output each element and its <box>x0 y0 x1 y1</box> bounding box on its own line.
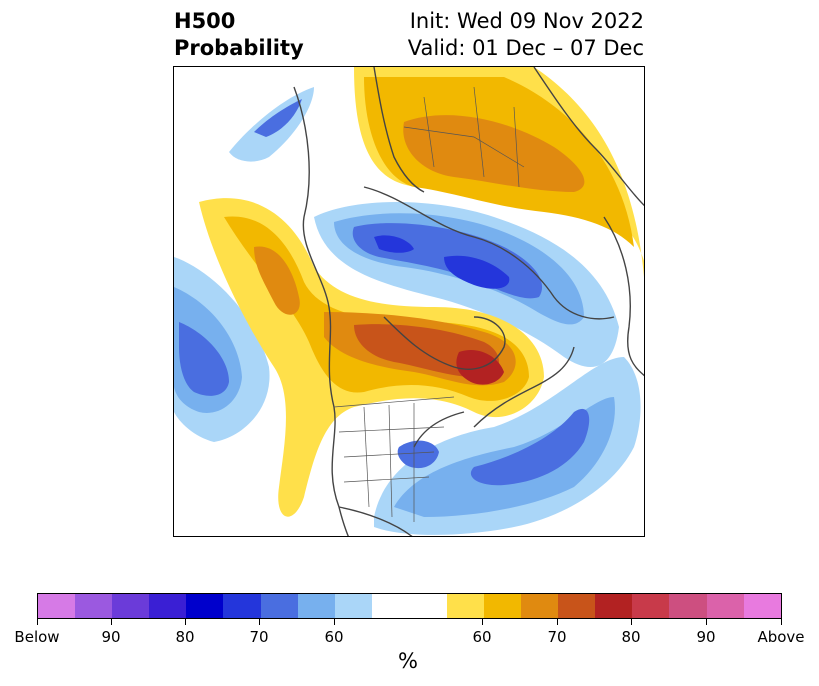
below-region-pacific-core <box>179 322 229 396</box>
colorbar-tick-label: Above <box>757 628 805 646</box>
title-valid-range: Valid: 01 Dec – 07 Dec <box>407 36 644 60</box>
map-title-left: H500 Probability <box>174 8 304 62</box>
title-product: Probability <box>174 36 304 60</box>
colorbar-tick <box>631 619 632 625</box>
colorbar <box>37 593 782 619</box>
colorbar-tick <box>482 619 483 625</box>
above-region-arctic-core <box>403 115 585 192</box>
title-variable: H500 <box>174 9 236 33</box>
colorbar-segment <box>112 594 150 618</box>
colorbar-tick <box>334 619 335 625</box>
colorbar-segment <box>595 594 633 618</box>
probability-map <box>173 66 645 537</box>
title-init-date: Init: Wed 09 Nov 2022 <box>409 9 644 33</box>
colorbar-tick <box>259 619 260 625</box>
colorbar-unit-label: % <box>398 649 418 673</box>
colorbar-segment <box>75 594 113 618</box>
colorbar-segment <box>149 594 187 618</box>
colorbar-segment <box>334 594 372 618</box>
below-region-us-core <box>397 440 439 469</box>
colorbar-tick-label: 70 <box>547 628 567 646</box>
colorbar-tick <box>37 619 38 625</box>
colorbar-segment <box>483 594 522 618</box>
colorbar-tick <box>706 619 707 625</box>
colorbar-segment <box>260 594 298 618</box>
colorbar-tick <box>111 619 112 625</box>
colorbar-tick <box>185 619 186 625</box>
colorbar-segment <box>38 594 76 618</box>
colorbar-segment <box>706 594 744 618</box>
colorbar-segment <box>632 594 670 618</box>
colorbar-segment <box>446 594 484 618</box>
colorbar-tick-label: 60 <box>472 628 492 646</box>
colorbar-tick <box>557 619 558 625</box>
colorbar-tick-label: 90 <box>696 628 716 646</box>
colorbar-tick <box>781 619 782 625</box>
colorbar-segment <box>669 594 707 618</box>
below-region-atlantic-core <box>470 408 590 486</box>
colorbar-segment <box>186 594 224 618</box>
map-canvas <box>174 67 644 536</box>
colorbar-segment <box>743 594 781 618</box>
colorbar-tick-label: 80 <box>621 628 641 646</box>
colorbar-tick-label: Below <box>14 628 60 646</box>
below-region-arctic-core2 <box>374 235 414 253</box>
colorbar-tick-label: 60 <box>324 628 344 646</box>
colorbar-segment <box>297 594 335 618</box>
below-region-nw-inner <box>254 99 302 137</box>
colorbar-segment <box>223 594 261 618</box>
colorbar-tick-label: 70 <box>249 628 269 646</box>
colorbar-tick-label: 80 <box>175 628 195 646</box>
colorbar-segment <box>558 594 596 618</box>
coastlines <box>293 67 644 536</box>
map-title-right: Init: Wed 09 Nov 2022 Valid: 01 Dec – 07… <box>408 8 644 62</box>
colorbar-tick-label: 90 <box>101 628 121 646</box>
borders <box>333 86 525 522</box>
colorbar-segment <box>521 594 559 618</box>
above-region-ridge-mid <box>254 246 300 315</box>
colorbar-segment <box>371 594 447 618</box>
below-region-arctic-core <box>444 255 510 289</box>
